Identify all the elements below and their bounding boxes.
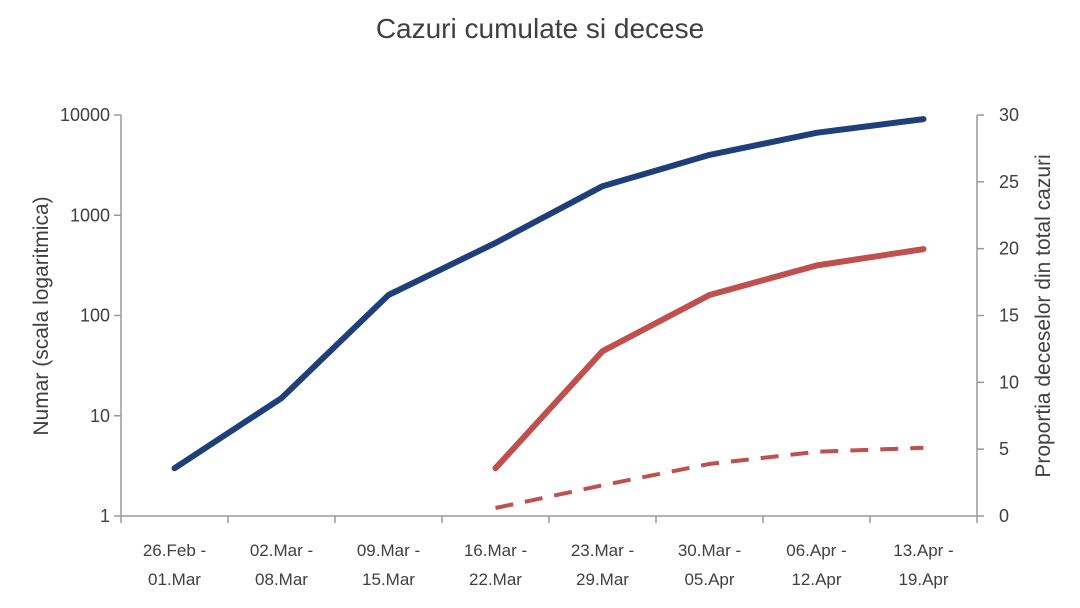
- x-category-label: 02.Mar - 08.Mar: [250, 541, 313, 589]
- x-category-label: 13.Apr - 19.Apr: [893, 541, 953, 589]
- x-category-label-line: 02.Mar -: [250, 541, 313, 560]
- y2-tick-label: 5: [999, 439, 1009, 459]
- x-category-label: 30.Mar - 05.Apr: [678, 541, 741, 589]
- y2-tick-label: 20: [999, 239, 1019, 259]
- y2-axis-title: Proportia deceselor din total cazuri: [1032, 154, 1055, 477]
- series-line-2: [492, 246, 927, 472]
- chart-title: Cazuri cumulate si decese: [376, 13, 704, 44]
- x-category-label-line: 23.Mar -: [571, 541, 634, 560]
- x-category-label: 06.Apr - 12.Apr: [786, 541, 846, 589]
- y2-tick-label: 10: [999, 372, 1019, 392]
- series-line-3: [495, 445, 924, 510]
- x-category-label: 09.Mar - 15.Mar: [357, 541, 420, 589]
- y2-tick-label: 0: [999, 506, 1009, 526]
- y-tick-label: 1000: [70, 205, 110, 225]
- y2-tick-label: 25: [999, 172, 1019, 192]
- y-tick-label: 10: [90, 406, 110, 426]
- x-category-label-line: 22.Mar: [469, 570, 522, 589]
- y2-tick-label: 15: [999, 306, 1019, 326]
- x-category-label-line: 26.Feb -: [143, 541, 206, 560]
- x-category-label-line: 13.Apr -: [893, 541, 953, 560]
- y-tick-label: 10000: [60, 105, 110, 125]
- x-category-label-line: 30.Mar -: [678, 541, 741, 560]
- x-category-label-line: 06.Apr -: [786, 541, 846, 560]
- x-category-label: 23.Mar - 29.Mar: [571, 541, 634, 589]
- x-category-label-line: 05.Apr: [684, 570, 734, 589]
- y-tick-label: 1: [100, 506, 110, 526]
- x-category-label-line: 19.Apr: [898, 570, 948, 589]
- y-axis-title: Numar (scala logaritmica): [30, 196, 53, 435]
- x-category-label-line: 09.Mar -: [357, 541, 420, 560]
- y-tick-label: 100: [80, 306, 110, 326]
- x-category-label-line: 08.Mar: [255, 570, 308, 589]
- x-category-label-line: 01.Mar: [148, 570, 201, 589]
- x-category-label: 16.Mar - 22.Mar: [464, 541, 527, 589]
- x-category-label-line: 15.Mar: [362, 570, 415, 589]
- series-line-1: [171, 116, 927, 472]
- x-category-label-line: 12.Apr: [791, 570, 841, 589]
- x-category-label-line: 29.Mar: [576, 570, 629, 589]
- x-category-label: 26.Feb - 01.Mar: [143, 541, 206, 589]
- y2-tick-label: 30: [999, 105, 1019, 125]
- x-category-label-line: 16.Mar -: [464, 541, 527, 560]
